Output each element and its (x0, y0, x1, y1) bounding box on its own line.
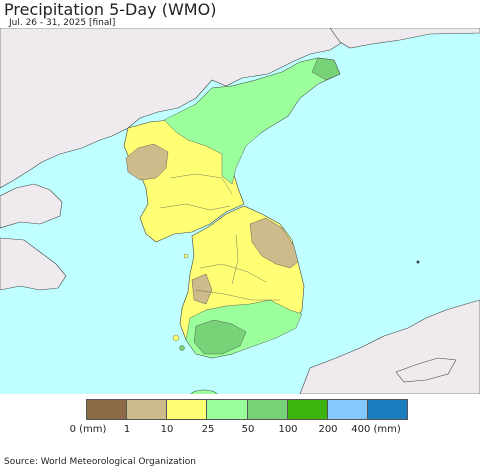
legend-swatch (367, 400, 407, 419)
legend-tick-label: 400 (mm) (351, 424, 401, 435)
legend-swatch (287, 400, 328, 419)
island-1 (172, 334, 180, 342)
legend-swatch (327, 400, 368, 419)
nk-tan (125, 143, 169, 181)
china-peninsula (0, 183, 63, 229)
legend-swatch (247, 400, 288, 419)
precipitation-map (0, 28, 480, 394)
sk-tan-west (191, 273, 213, 305)
map-title: Precipitation 5-Day (WMO) (4, 0, 217, 19)
dokdo-island (416, 260, 420, 264)
island-3 (183, 253, 189, 259)
source-credit: Source: World Meteorological Organizatio… (4, 457, 196, 467)
jeju-island (190, 389, 218, 394)
china-lower (0, 237, 67, 291)
nk-green (163, 57, 341, 185)
map-subtitle: Jul. 26 - 31, 2025 [final] (9, 18, 116, 28)
province-lines (159, 173, 280, 301)
sk-darkgreen (193, 319, 247, 355)
legend-swatch (127, 400, 168, 419)
legend-swatch (87, 400, 128, 419)
sk-tan (249, 217, 299, 269)
legend-ticks: 0 (mm) 1 10 25 50 100 200 400 (mm) (0, 424, 480, 438)
legend-tick-label: 1 (123, 424, 131, 435)
japan-island (395, 357, 457, 383)
legend-swatch (167, 400, 208, 419)
nk-darkgreen (311, 57, 341, 81)
island-2 (179, 345, 185, 351)
legend-bar (86, 399, 408, 420)
legend-tick-label: 100 (278, 424, 298, 435)
legend-tick-label: 25 (201, 424, 215, 435)
legend-tick-label: 50 (241, 424, 255, 435)
legend-tick-label: 10 (160, 424, 174, 435)
legend-tick-label: 0 (mm) (69, 424, 107, 435)
china-mainland (0, 28, 356, 189)
russia-land (329, 28, 480, 49)
legend-swatch (207, 400, 248, 419)
legend-tick-label: 200 (318, 424, 338, 435)
